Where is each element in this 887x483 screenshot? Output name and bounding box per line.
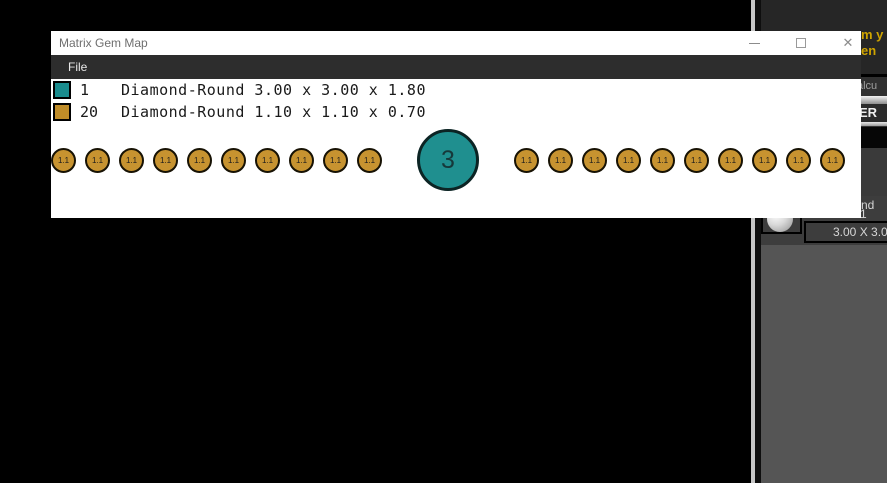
gem-label: 1.1	[125, 155, 138, 165]
legend-count: 20	[80, 103, 99, 121]
gem-label: 1.1	[554, 155, 567, 165]
maximize-icon	[796, 38, 806, 48]
gem-small[interactable]: 1.1	[119, 147, 144, 173]
gem-label: 1.1	[159, 155, 172, 165]
legend-color-swatch	[53, 103, 71, 121]
gem-label: 1.1	[826, 155, 839, 165]
maximize-button[interactable]	[794, 36, 808, 50]
gem-small[interactable]: 1.1	[514, 147, 539, 173]
window-title: Matrix Gem Map	[59, 36, 148, 50]
menu-file[interactable]: File	[68, 60, 88, 74]
gem-small[interactable]: 1.1	[289, 147, 314, 173]
background-table-cell-2	[804, 221, 887, 243]
titlebar[interactable]: Matrix Gem Map ✕	[51, 31, 861, 55]
gem-small[interactable]: 1.1	[51, 147, 76, 173]
window-controls: ✕	[747, 31, 855, 55]
gem-label: 1.1	[520, 155, 533, 165]
gem-small[interactable]: 1.1	[582, 147, 607, 173]
gem-label: 1.1	[329, 155, 342, 165]
gem-label: 1.1	[261, 155, 274, 165]
matrix-gem-map-window: Matrix Gem Map ✕ File 1 Diamond-Round 3.0…	[51, 31, 861, 218]
gem-label: 1.1	[193, 155, 206, 165]
gem-small[interactable]: 1.1	[786, 147, 811, 173]
gem-row: 1.1 1.1 1.1 1.1 1.1 1.1 1.1 1.1 1.1 1.1 3 1.1 1.1 1.1…	[51, 129, 845, 191]
background-window-border	[751, 0, 755, 483]
gem-small[interactable]: 1.1	[357, 147, 382, 173]
legend-row: 20 Diamond-Round 1.10 x 1.10 x 0.70	[53, 103, 861, 121]
gem-small[interactable]: 1.1	[323, 147, 348, 173]
legend-color-swatch	[53, 81, 71, 99]
legend-description: Diamond-Round 3.00 x 3.00 x 1.80	[121, 81, 426, 99]
gem-small[interactable]: 1.1	[650, 147, 675, 173]
gem-label: 1.1	[758, 155, 771, 165]
background-table-row2: 3.00 X 3.0	[833, 225, 887, 239]
gem-small[interactable]: 1.1	[548, 147, 573, 173]
gem-small[interactable]: 1.1	[718, 147, 743, 173]
gem-label: 1.1	[363, 155, 376, 165]
gem-small[interactable]: 1.1	[820, 147, 845, 173]
gem-label: 1.1	[295, 155, 308, 165]
gem-label: 1.1	[57, 155, 70, 165]
gem-small[interactable]: 1.1	[221, 147, 246, 173]
gem-label: 1.1	[656, 155, 669, 165]
background-text-fragment-1: m y	[861, 27, 884, 42]
gem-map-canvas: 1 Diamond-Round 3.00 x 3.00 x 1.80 20 Diamo…	[51, 79, 861, 218]
gem-legend: 1 Diamond-Round 3.00 x 3.00 x 1.80 20 Diamo…	[51, 79, 861, 121]
legend-row: 1 Diamond-Round 3.00 x 3.00 x 1.80	[53, 81, 861, 99]
legend-description: Diamond-Round 1.10 x 1.10 x 0.70	[121, 103, 426, 121]
gem-small[interactable]: 1.1	[616, 147, 641, 173]
legend-count: 1	[80, 81, 90, 99]
gem-small[interactable]: 1.1	[153, 147, 178, 173]
background-input-field[interactable]	[857, 126, 887, 148]
background-text-fragment-2: en	[861, 43, 877, 58]
gem-small[interactable]: 1.1	[255, 147, 280, 173]
gem-label: 1.1	[622, 155, 635, 165]
gem-label: 1.1	[690, 155, 703, 165]
background-table-round-fragment: nd	[861, 198, 875, 212]
gem-label: 1.1	[227, 155, 240, 165]
gem-label: 1.1	[792, 155, 805, 165]
gem-label: 1.1	[588, 155, 601, 165]
background-panel-bottom	[761, 245, 887, 483]
gem-label: 1.1	[91, 155, 104, 165]
minimize-button[interactable]	[747, 36, 761, 50]
gem-small[interactable]: 1.1	[187, 147, 212, 173]
close-button[interactable]: ✕	[841, 36, 855, 50]
gem-small[interactable]: 1.1	[752, 147, 777, 173]
background-header-fragment: ER	[859, 105, 878, 120]
close-icon: ✕	[842, 35, 854, 50]
gem-small[interactable]: 1.1	[684, 147, 709, 173]
gem-label: 1.1	[724, 155, 737, 165]
menu-bar: File	[51, 55, 861, 79]
minimize-icon	[748, 42, 760, 44]
gem-small[interactable]: 1.1	[85, 147, 110, 173]
gem-label: 3	[441, 145, 455, 174]
gem-big[interactable]: 3	[417, 129, 479, 191]
background-window-border-inner	[755, 0, 761, 483]
background-button-fragment[interactable]: alcu	[857, 80, 878, 92]
